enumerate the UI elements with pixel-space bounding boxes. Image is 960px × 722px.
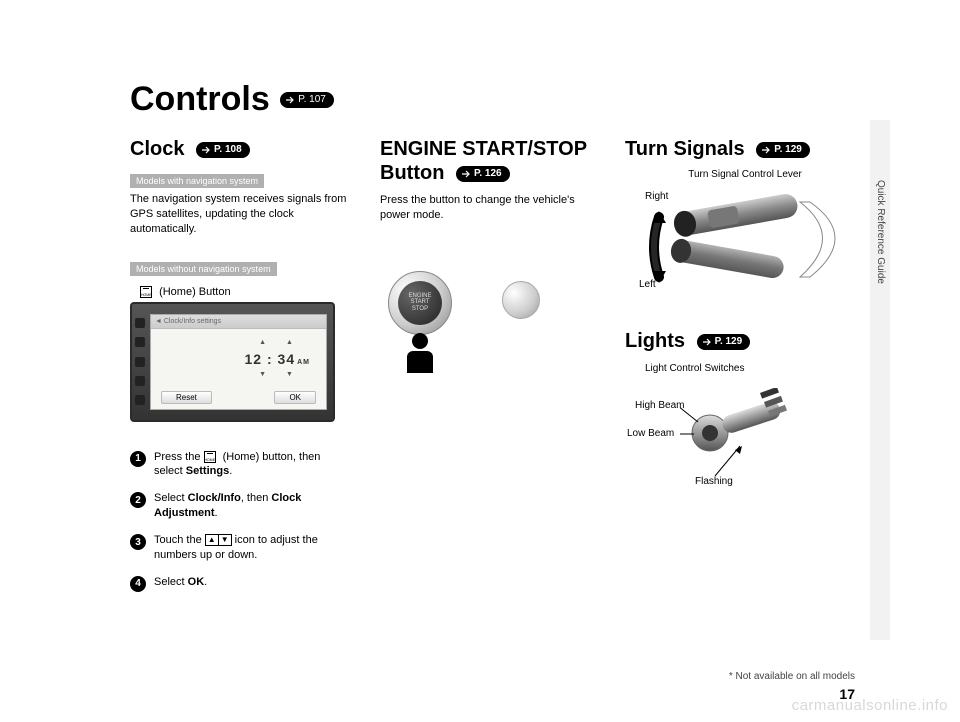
col-engine: ENGINE START/STOP Button P. 126 Press th… (380, 137, 595, 604)
screen-topbar: ◄ Clock/Info settings (151, 315, 326, 329)
clock-heading-text: Clock (130, 138, 184, 160)
step-num: 2 (130, 492, 146, 508)
step-text: Touch the ▲▼ icon to adjust the numbers … (154, 533, 350, 563)
up-arrows: ▲▲ (246, 339, 306, 346)
engine-heading: ENGINE START/STOP Button P. 126 (380, 137, 595, 185)
step-2: 2 Select Clock/Info, then Clock Adjustme… (130, 491, 350, 521)
clock-heading: Clock P. 108 (130, 137, 350, 161)
watermark: carmanualsonline.info (792, 697, 948, 714)
turn-signals-heading: Turn Signals P. 129 (625, 137, 875, 161)
pill-arrow-icon (286, 95, 296, 105)
up-down-icon: ▲▼ (205, 534, 232, 547)
step-text: Select Clock/Info, then Clock Adjustment… (154, 491, 350, 521)
lights-figure: High Beam Low Beam Flashing (625, 388, 845, 518)
step-1: 1 Press the (Home) button, then select S… (130, 450, 350, 480)
step-num: 3 (130, 534, 146, 550)
ok-mini-button: OK (274, 391, 316, 404)
side-tab-label: Quick Reference Guide (875, 180, 886, 284)
pill-arrow-icon (202, 145, 212, 155)
ts-page-ref-text: P. 129 (774, 144, 802, 156)
home-button-callout-text: (Home) Button (159, 286, 231, 298)
turn-signals-heading-text: Turn Signals (625, 138, 745, 160)
lights-page-ref-pill: P. 129 (697, 334, 751, 350)
home-icon (140, 286, 152, 298)
step-4: 4 Select OK. (130, 575, 350, 592)
step-3: 3 Touch the ▲▼ icon to adjust the number… (130, 533, 350, 563)
manual-page: Quick Reference Guide Controls P. 107 Cl… (0, 0, 960, 722)
clock-nav-text: The navigation system receives signals f… (130, 192, 350, 237)
home-button-callout: (Home) Button (140, 286, 350, 298)
down-arrows: ▼▼ (246, 371, 306, 378)
columns: Clock P. 108 Models with navigation syst… (130, 137, 890, 604)
clock-page-ref-text: P. 108 (214, 144, 242, 156)
page-title: Controls (130, 80, 270, 119)
lights-page-ref-text: P. 129 (715, 336, 743, 348)
lights-heading: Lights P. 129 (625, 329, 875, 353)
infotainment-screen: ◄ Clock/Info settings ▲▲ 12 : 34AM ▼▼ Re… (130, 302, 335, 422)
engine-body: Press the button to change the vehicle's… (380, 193, 595, 223)
home-icon (204, 451, 216, 463)
model-tag-nav: Models with navigation system (130, 174, 264, 188)
person-icon (405, 333, 435, 373)
footer-note: * Not available on all models (729, 671, 855, 682)
turn-signal-figure: Turn Signal Control Lever Right Left (625, 169, 865, 299)
step-num: 4 (130, 576, 146, 592)
page-title-row: Controls P. 107 (130, 80, 890, 119)
clock-page-ref-pill: P. 108 (196, 142, 250, 158)
ts-page-ref-pill: P. 129 (756, 142, 810, 158)
high-beam-label: High Beam (635, 400, 684, 411)
screen-inner: ◄ Clock/Info settings ▲▲ 12 : 34AM ▼▼ Re… (150, 314, 327, 410)
engine-button-small (502, 281, 540, 319)
step-text: Press the (Home) button, then select Set… (154, 450, 350, 480)
page-ref-pill: P. 107 (280, 92, 334, 108)
step-num: 1 (130, 451, 146, 467)
reset-mini-button: Reset (161, 391, 212, 404)
engine-page-ref-text: P. 126 (474, 168, 502, 180)
engine-button-large: ENGINE START STOP (388, 271, 452, 335)
engine-button-label: ENGINE START STOP (398, 281, 442, 325)
page-ref-text: P. 107 (298, 94, 326, 105)
pill-arrow-icon (762, 145, 772, 155)
lights-fig-title: Light Control Switches (645, 363, 875, 374)
clock-time: 12 : 34AM (245, 351, 310, 367)
screen-button-row: Reset OK (161, 391, 316, 404)
col-clock: Clock P. 108 Models with navigation syst… (130, 137, 350, 604)
ts-fig-title: Turn Signal Control Lever (625, 169, 865, 180)
engine-page-ref-pill: P. 126 (456, 166, 510, 182)
col-signals-lights: Turn Signals P. 129 Turn Signal Control … (625, 137, 875, 604)
pill-arrow-icon (462, 169, 472, 179)
low-beam-label: Low Beam (627, 428, 674, 439)
lights-stalk-icon (680, 388, 860, 498)
step-text: Select OK. (154, 575, 207, 592)
lights-heading-text: Lights (625, 330, 685, 352)
turn-signal-stalk-icon (635, 187, 865, 297)
screen-side-buttons (135, 314, 147, 410)
model-tag-no-nav: Models without navigation system (130, 262, 277, 276)
engine-figure: ENGINE START STOP (380, 263, 550, 383)
pill-arrow-icon (703, 337, 713, 347)
